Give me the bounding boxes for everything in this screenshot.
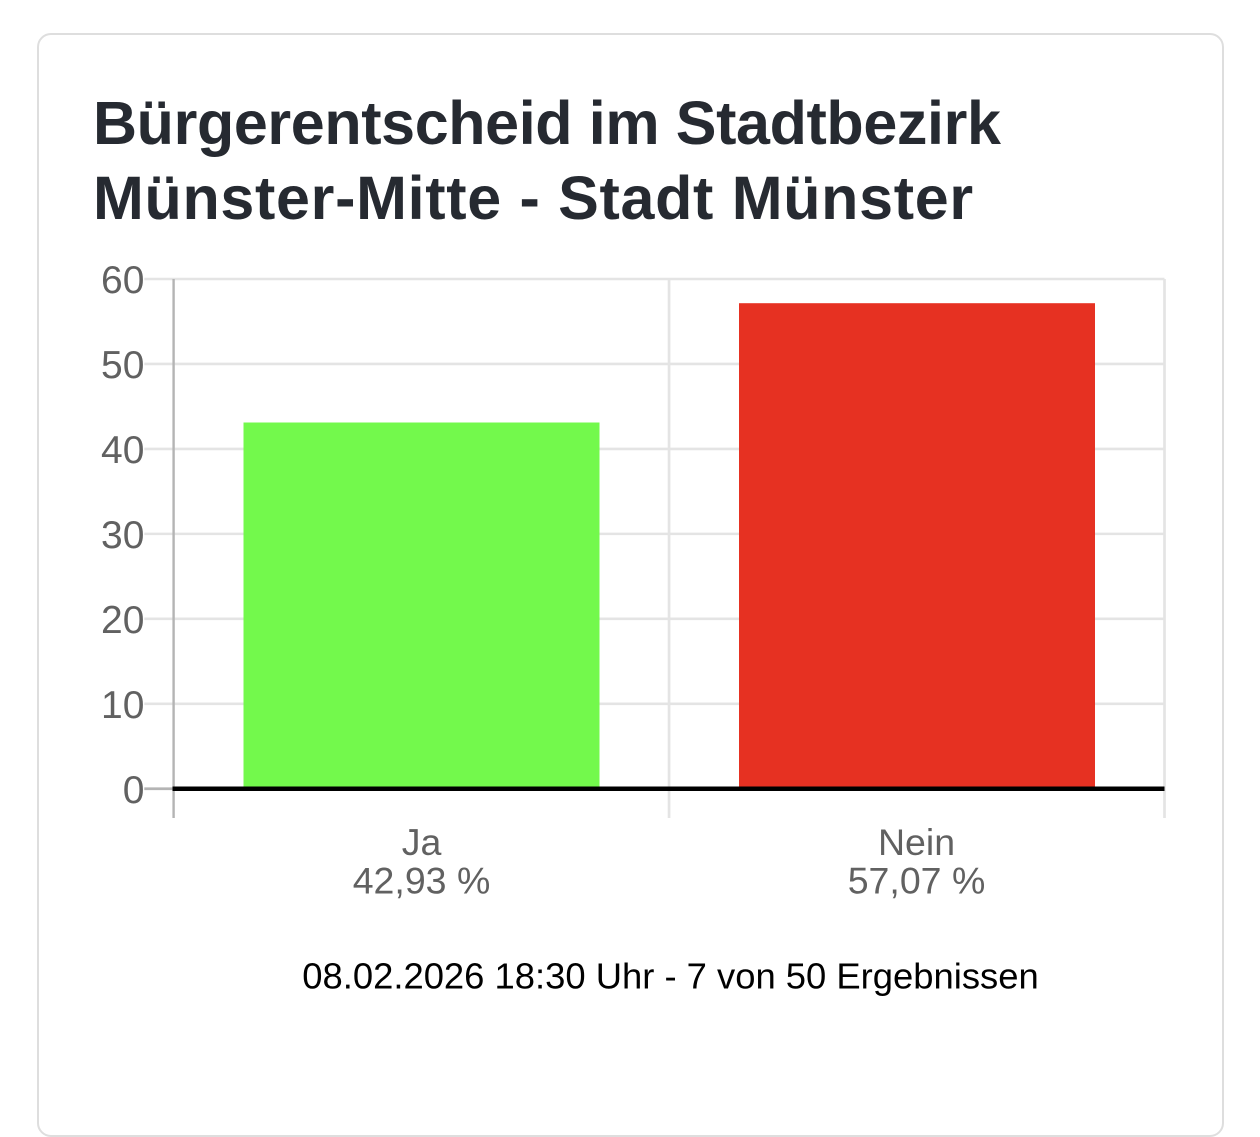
svg-text:30: 30 (101, 514, 144, 557)
svg-text:50: 50 (101, 344, 144, 387)
svg-text:20: 20 (101, 599, 144, 642)
svg-text:60: 60 (101, 259, 144, 302)
svg-text:08.02.2026 18:30 Uhr - 7 von 5: 08.02.2026 18:30 Uhr - 7 von 50 Ergebnis… (302, 956, 1038, 997)
svg-text:57,07 %: 57,07 % (848, 860, 986, 902)
svg-text:Ja: Ja (402, 821, 442, 863)
svg-text:40: 40 (101, 429, 144, 472)
svg-text:10: 10 (101, 684, 144, 727)
svg-text:42,93 %: 42,93 % (353, 860, 491, 902)
svg-text:0: 0 (123, 769, 145, 812)
svg-text:Nein: Nein (878, 821, 955, 863)
